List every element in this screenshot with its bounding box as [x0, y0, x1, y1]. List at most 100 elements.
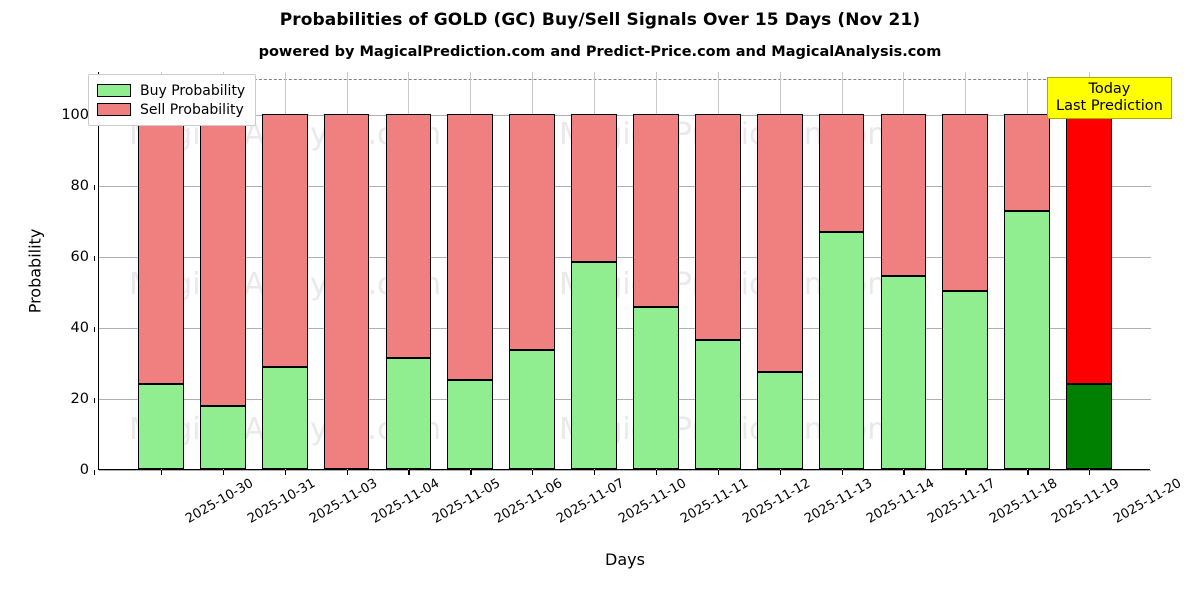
x-tick-label: 2025-11-13: [801, 476, 875, 527]
bar-group[interactable]: [1066, 71, 1112, 469]
bar-group[interactable]: [199, 71, 246, 469]
bar-segment-buy[interactable]: [137, 384, 184, 469]
today-annotation-line1: Today: [1088, 81, 1131, 97]
bar-segment-sell[interactable]: [385, 113, 432, 359]
bar-group[interactable]: [633, 71, 679, 469]
bar-segment-buy[interactable]: [756, 372, 803, 469]
x-tick-label: 2025-11-17: [925, 476, 999, 527]
bar-group[interactable]: [694, 71, 741, 469]
bar-segment-sell[interactable]: [509, 113, 556, 350]
x-tick-label: 2025-11-06: [492, 476, 566, 527]
y-tick-mark: [93, 398, 95, 404]
bar-segment-buy[interactable]: [261, 366, 308, 469]
x-tick-mark: [160, 470, 163, 475]
bar-group[interactable]: [447, 71, 494, 469]
bar-segment-buy[interactable]: [942, 291, 989, 469]
y-gridline: [99, 256, 1151, 258]
y-tick-label: 0: [79, 462, 89, 478]
bar-segment-buy[interactable]: [385, 358, 432, 469]
bar-group[interactable]: [509, 71, 556, 469]
y-tick-mark: [93, 327, 95, 333]
bar-segment-buy[interactable]: [509, 349, 556, 469]
bar-segment-sell[interactable]: [199, 113, 246, 407]
x-tick-label: 2025-11-10: [616, 476, 690, 527]
bar-group[interactable]: [818, 71, 865, 469]
bar-segment-buy[interactable]: [633, 306, 679, 469]
bar-segment-buy[interactable]: [694, 340, 741, 469]
x-tick-label: 2025-11-18: [987, 476, 1061, 527]
today-annotation: Today Last Prediction: [1047, 77, 1172, 120]
x-tick-label: 2025-11-19: [1049, 476, 1123, 527]
bar-group[interactable]: [261, 71, 308, 469]
bar-segment-sell[interactable]: [261, 113, 308, 367]
bar-group[interactable]: [385, 71, 432, 469]
bar-group[interactable]: [756, 71, 803, 469]
x-tick-mark: [284, 470, 286, 475]
bar-segment-sell[interactable]: [1066, 113, 1112, 385]
bar-segment-sell[interactable]: [942, 113, 989, 292]
bar-segment-sell[interactable]: [447, 113, 494, 380]
bar-segment-buy[interactable]: [571, 261, 617, 469]
x-tick-mark: [532, 470, 534, 475]
legend-swatch-sell: [97, 103, 131, 116]
y-tick-mark: [93, 256, 95, 262]
x-tick-mark: [1089, 470, 1091, 475]
y-tick-mark: [93, 469, 95, 475]
x-tick-label: 2025-11-03: [306, 476, 380, 527]
x-tick-label: 2025-11-04: [368, 476, 442, 527]
y-gridline: [99, 398, 1151, 400]
x-tick-mark: [346, 470, 348, 475]
bar-group[interactable]: [137, 71, 184, 469]
y-tick-label: 40: [70, 319, 89, 336]
y-tick-label: 20: [70, 390, 89, 407]
bar-group[interactable]: [880, 71, 927, 469]
bar-segment-sell[interactable]: [880, 113, 927, 277]
bar-segment-buy[interactable]: [199, 406, 246, 469]
legend-item-buy[interactable]: Buy Probability: [97, 81, 245, 100]
x-tick-mark: [717, 470, 720, 475]
x-tick-mark: [841, 470, 843, 475]
bar-segment-buy[interactable]: [818, 231, 865, 469]
bar-segment-buy[interactable]: [447, 379, 494, 469]
chart-legend: Buy Probability Sell Probability: [88, 74, 257, 126]
x-tick-mark: [903, 470, 905, 475]
bar-segment-buy[interactable]: [880, 276, 927, 469]
bar-group[interactable]: [1004, 71, 1051, 469]
page-title: Probabilities of GOLD (GC) Buy/Sell Sign…: [279, 10, 921, 30]
threshold-line: [99, 79, 1151, 81]
plot-area: MagicalAnalysis.comMagicalPrediction.com…: [26, 71, 1184, 569]
chart-subtitle: powered by MagicalPrediction.com and Pre…: [258, 44, 942, 60]
y-tick-label: 100: [61, 106, 89, 123]
y-gridline: [99, 327, 1151, 329]
x-tick-label: 2025-11-14: [863, 476, 937, 527]
bar-segment-buy[interactable]: [1004, 210, 1051, 469]
legend-swatch-buy: [97, 84, 131, 97]
x-tick-label: 2025-10-31: [244, 476, 318, 527]
x-tick-mark: [594, 470, 596, 475]
y-gridline: [99, 185, 1151, 187]
x-tick-label: 2025-11-11: [678, 476, 751, 527]
bar-segment-sell[interactable]: [571, 113, 617, 262]
bar-segment-sell[interactable]: [323, 113, 370, 469]
bar-group[interactable]: [323, 71, 370, 469]
x-tick-mark: [655, 470, 658, 475]
bar-segment-sell[interactable]: [633, 113, 679, 307]
bar-group[interactable]: [571, 71, 617, 469]
x-tick-mark: [1027, 470, 1029, 475]
x-tick-label: 2025-11-05: [430, 476, 504, 527]
bar-segment-sell[interactable]: [694, 113, 741, 341]
x-axis-title: Days: [605, 550, 645, 569]
x-tick-mark: [965, 470, 967, 475]
y-gridline: [99, 114, 1151, 116]
bar-segment-sell[interactable]: [137, 113, 184, 385]
bar-segment-sell[interactable]: [1004, 113, 1051, 211]
bar-segment-sell[interactable]: [756, 113, 803, 372]
y-gridline: [99, 470, 1151, 471]
legend-item-sell[interactable]: Sell Probability: [97, 100, 245, 119]
x-tick-label: 2025-11-20: [1111, 476, 1185, 527]
bar-segment-buy[interactable]: [1066, 384, 1112, 469]
x-tick-mark: [222, 470, 225, 475]
bar-group[interactable]: [942, 71, 989, 469]
bar-segment-sell[interactable]: [818, 113, 865, 232]
